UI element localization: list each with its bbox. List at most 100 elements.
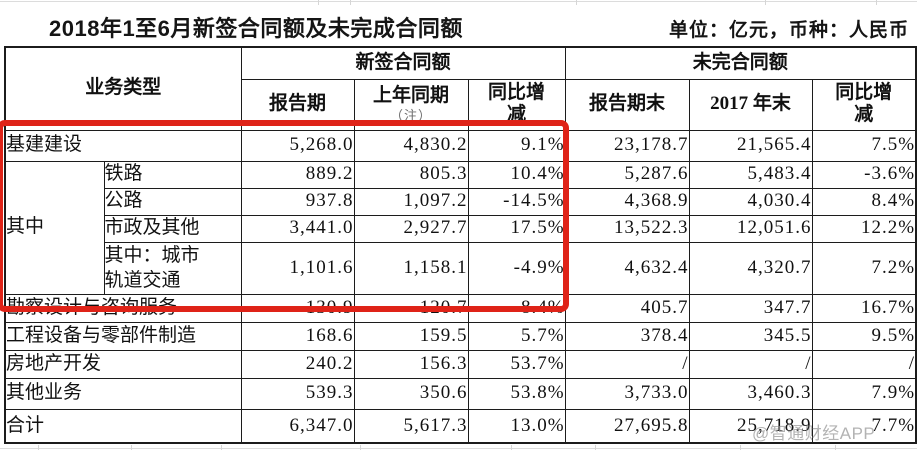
cell-new-yoy: -4.9%: [467, 241, 566, 295]
header-prior-year-period: 上年同期 （注）: [353, 78, 469, 131]
cell-new-prior: 159.5: [353, 321, 469, 351]
gridline: [511, 445, 512, 450]
cell-unf-end: 405.7: [564, 293, 690, 323]
header-business-type: 业务类型: [4, 46, 242, 131]
cell-new-current: 889.2: [240, 160, 355, 189]
cell-new-prior: 2,927.7: [353, 214, 469, 243]
contracts-table: 业务类型 新签合同额 未完合同额 报告期 上年同期 （注） 同比增减 报告期末 2…: [4, 46, 917, 445]
cell-unf-2017: 4,320.7: [688, 241, 813, 295]
cell-unf-end: 378.4: [564, 321, 690, 351]
header-prior-year-label: 上年同期: [373, 85, 450, 107]
cell-new-current: 130.9: [240, 293, 355, 323]
cell-new-yoy: 8.4%: [467, 293, 566, 323]
row-label-text: 其中：城市轨道交通: [104, 244, 200, 292]
cell-unf-2017: 25,718.9: [688, 408, 813, 444]
table-row-equipment-manufacturing: 工程设备与零部件制造 168.6 159.5 5.7% 378.4 345.5 …: [4, 321, 917, 351]
cell-unf-yoy: 7.7%: [811, 408, 917, 444]
row-label: 工程设备与零部件制造: [4, 321, 242, 351]
header-end-of-2017: 2017 年末: [688, 78, 813, 131]
cell-unf-yoy: /: [811, 349, 917, 379]
cell-unf-2017: 21,565.4: [688, 129, 813, 162]
gridline: [740, 445, 741, 450]
cell-unf-yoy: 7.2%: [811, 241, 917, 295]
cell-new-prior: 805.3: [353, 160, 469, 189]
cell-unf-yoy: -3.6%: [811, 160, 917, 189]
cell-unf-yoy: 9.5%: [811, 321, 917, 351]
gridline: [38, 445, 39, 450]
cell-unf-yoy: 12.2%: [811, 214, 917, 243]
page-title: 2018年1至6月新签合同额及未完成合同额: [49, 16, 463, 41]
cell-new-prior: 350.6: [353, 377, 469, 410]
gridline: [0, 448, 917, 449]
cell-new-current: 5,268.0: [240, 129, 355, 162]
header-reporting-period: 报告期: [240, 78, 355, 131]
table-row-highway: 公路 937.8 1,097.2 -14.5% 4,368.9 4,030.4 …: [5, 187, 917, 216]
cell-new-current: 1,101.6: [240, 241, 355, 295]
cell-new-yoy: 53.7%: [467, 349, 566, 379]
cell-new-yoy: 10.4%: [467, 160, 566, 189]
gridline: [765, 0, 766, 5]
gridline: [595, 445, 596, 450]
cell-unf-2017: 3,460.3: [688, 377, 813, 410]
gridline: [576, 0, 577, 5]
cell-new-current: 3,441.0: [240, 214, 355, 243]
gridline: [0, 1, 917, 2]
row-label: 合计: [4, 408, 242, 444]
cell-new-current: 6,347.0: [240, 408, 355, 444]
cell-new-yoy: 5.7%: [467, 321, 566, 351]
gridline: [876, 0, 877, 5]
gridline: [350, 0, 351, 5]
header-yoy-change-uncompleted: 同比增减: [811, 78, 917, 131]
cell-new-prior: 4,830.2: [353, 129, 469, 162]
cell-unf-end: 4,368.9: [564, 187, 690, 216]
table-row-urban-rail: 其中：城市轨道交通 1,101.6 1,158.1 -4.9% 4,632.4 …: [5, 241, 917, 295]
table-row-real-estate: 房地产开发 240.2 156.3 53.7% / / /: [4, 349, 917, 379]
cell-unf-end: 23,178.7: [564, 129, 690, 162]
gridline: [221, 445, 222, 450]
cell-new-prior: 120.7: [353, 293, 469, 323]
watermark: @智通财经APP: [752, 424, 876, 443]
table-row-railway: 其中 铁路 889.2 805.3 10.4% 5,287.6 5,483.4 …: [4, 160, 917, 295]
table-row-total: 合计 6,347.0 5,617.3 13.0% 27,695.8 25,718…: [4, 408, 917, 444]
row-label: 市政及其他: [103, 214, 242, 243]
table-row-infrastructure: 基建建设 5,268.0 4,830.2 9.1% 23,178.7 21,56…: [4, 129, 917, 162]
cell-unf-yoy: 16.7%: [811, 293, 917, 323]
header-group-new-contracts: 新签合同额: [240, 46, 566, 80]
cell-new-prior: 5,617.3: [353, 408, 469, 444]
cell-unf-2017: /: [688, 349, 813, 379]
cell-new-yoy: -14.5%: [467, 187, 566, 216]
cell-unf-yoy: 8.4%: [811, 187, 917, 216]
gridline: [360, 445, 361, 450]
gridline: [835, 445, 836, 450]
cell-new-prior: 1,097.2: [353, 187, 469, 216]
cell-new-prior: 156.3: [353, 349, 469, 379]
gridline: [318, 0, 319, 5]
header-yoy-change-new: 同比增减: [467, 78, 566, 131]
cell-new-prior: 1,158.1: [353, 241, 469, 295]
among-which-cell: 其中: [4, 160, 105, 295]
header-reporting-period-end: 报告期末: [564, 78, 690, 131]
cell-unf-yoy: 7.5%: [811, 129, 917, 162]
cell-new-current: 937.8: [240, 187, 355, 216]
cell-unf-2017: 4,030.4: [688, 187, 813, 216]
cell-unf-end: 3,733.0: [564, 377, 690, 410]
cell-new-current: 168.6: [240, 321, 355, 351]
cell-unf-end: 5,287.6: [564, 160, 690, 189]
row-label: 房地产开发: [4, 349, 242, 379]
table-row-survey-design: 勘察设计与咨询服务 130.9 120.7 8.4% 405.7 347.7 1…: [4, 293, 917, 323]
table-row-other-business: 其他业务 539.3 350.6 53.8% 3,733.0 3,460.3 7…: [4, 377, 917, 410]
unit-currency-note: 单位：亿元，币种：人民币: [668, 20, 909, 41]
row-label: 公路: [103, 187, 242, 216]
cell-unf-2017: 12,051.6: [688, 214, 813, 243]
header-group-uncompleted-contracts: 未完合同额: [564, 46, 917, 80]
row-label: 其中：城市轨道交通: [103, 241, 242, 295]
row-label: 基建建设: [4, 129, 242, 162]
cell-unf-2017: 5,483.4: [688, 160, 813, 189]
gridline: [131, 445, 132, 450]
cell-unf-end: 27,695.8: [564, 408, 690, 444]
cell-unf-end: /: [564, 349, 690, 379]
row-label: 勘察设计与咨询服务: [4, 293, 242, 323]
table-row-municipal: 市政及其他 3,441.0 2,927.7 17.5% 13,522.3 12,…: [5, 214, 917, 243]
cell-unf-yoy: 7.9%: [811, 377, 917, 410]
cell-unf-2017: 347.7: [688, 293, 813, 323]
